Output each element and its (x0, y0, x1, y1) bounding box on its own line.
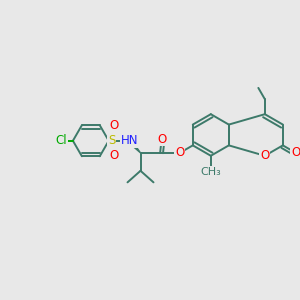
Text: O: O (157, 133, 166, 146)
Text: S: S (108, 134, 115, 147)
Text: O: O (175, 146, 184, 159)
Text: HN: HN (121, 134, 138, 147)
Polygon shape (128, 140, 140, 153)
Text: O: O (291, 146, 300, 159)
Text: O: O (109, 149, 119, 162)
Text: O: O (260, 149, 269, 162)
Text: CH₃: CH₃ (200, 167, 221, 177)
Text: O: O (109, 119, 119, 132)
Text: Cl: Cl (55, 134, 67, 147)
